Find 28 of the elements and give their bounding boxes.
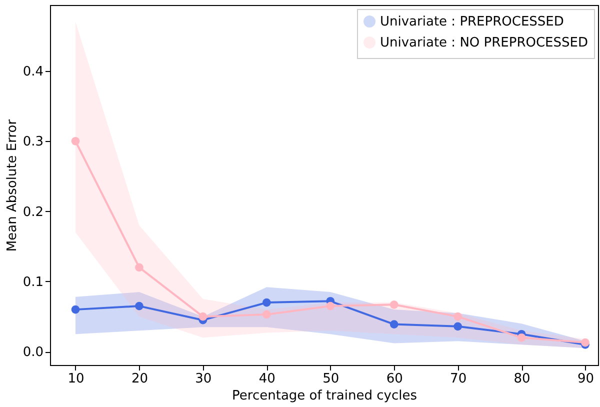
point xyxy=(135,263,144,272)
point xyxy=(262,310,271,319)
point xyxy=(198,312,208,321)
x-tick-label: 80 xyxy=(514,372,530,386)
x-tick-label: 60 xyxy=(386,372,403,386)
y-tick-label: 0.0 xyxy=(22,345,44,360)
y-tick-label: 0.3 xyxy=(22,134,44,150)
point xyxy=(262,298,271,307)
x-tick-label: 90 xyxy=(577,372,594,386)
point xyxy=(390,320,398,328)
point xyxy=(135,302,144,310)
point xyxy=(71,136,80,146)
point xyxy=(71,305,80,314)
x-tick-label: 40 xyxy=(258,372,276,386)
x-tick-label: 70 xyxy=(450,372,467,386)
x-tick-label: 50 xyxy=(322,372,340,386)
y-tick-label: 0.2 xyxy=(22,204,44,220)
y-axis-title: Mean Absolute Error xyxy=(4,118,20,252)
legend-label: Univariate : PREPROCESSED xyxy=(380,14,564,30)
point xyxy=(454,322,462,331)
x-tick-label: 20 xyxy=(131,372,148,386)
legend-label: Univariate : NO PREPROCESSED xyxy=(380,36,588,50)
x-tick-label: 10 xyxy=(68,372,84,386)
x-axis-title: Percentage of trained cycles xyxy=(232,388,418,404)
point xyxy=(517,333,526,342)
y-tick-label: 0.1 xyxy=(22,274,44,290)
y-tick-label: 0.4 xyxy=(22,64,44,80)
x-tick-label: 30 xyxy=(195,372,212,386)
